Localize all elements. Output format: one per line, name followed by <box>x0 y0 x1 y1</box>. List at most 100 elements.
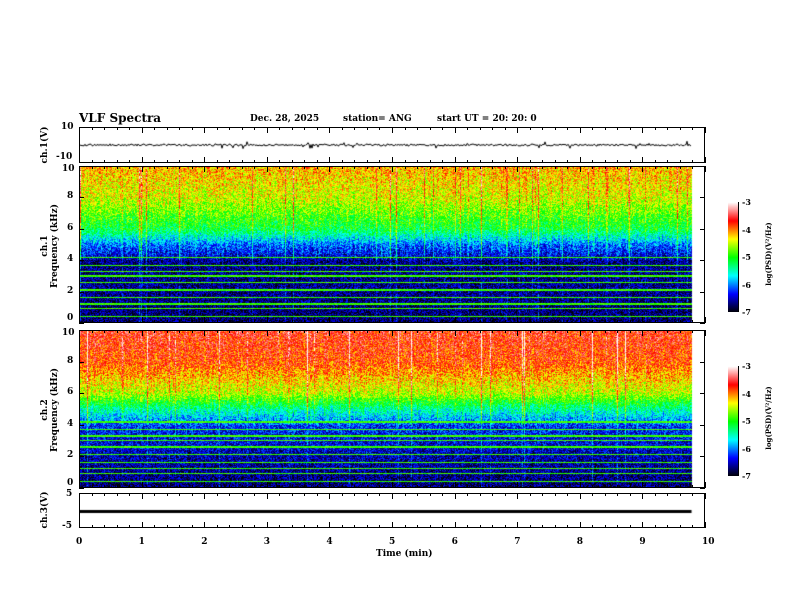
x-tick <box>216 485 218 488</box>
x-tick <box>79 166 80 172</box>
x-tick <box>654 160 656 163</box>
x-tick <box>604 320 606 323</box>
x-tick <box>341 493 343 496</box>
x-tick <box>179 127 181 130</box>
x-tick <box>479 485 481 488</box>
x-tick <box>79 522 80 528</box>
x-tick <box>517 127 519 133</box>
x-tick <box>617 330 619 333</box>
x-tick <box>417 525 419 528</box>
x-tick <box>279 493 281 496</box>
x-tick <box>542 330 544 333</box>
x-tick <box>366 525 368 528</box>
x-tick <box>354 320 356 323</box>
x-tick <box>517 522 519 528</box>
x-tick <box>654 493 656 496</box>
x-tick <box>254 493 256 496</box>
x-tick <box>191 127 193 130</box>
y-tick <box>79 488 84 489</box>
x-tick <box>579 127 581 133</box>
y-tick <box>79 456 84 458</box>
x-tick <box>191 485 193 488</box>
x-tick <box>442 493 444 496</box>
station-label: station= ANG <box>343 114 412 124</box>
x-tick <box>429 166 431 169</box>
spec1-ytick-label: 10 <box>62 164 75 174</box>
x-tick <box>454 493 456 499</box>
x-tick <box>141 317 143 323</box>
colorbar-1 <box>728 202 738 312</box>
x-tick <box>291 330 293 333</box>
x-tick <box>492 166 494 169</box>
x-tick <box>91 160 93 163</box>
x-tick <box>341 525 343 528</box>
x-tick <box>567 160 569 163</box>
x-tick <box>241 127 243 130</box>
x-tick <box>654 485 656 488</box>
y-tick <box>700 424 705 426</box>
colorbar-label: log(PSD)(V²/Hz) <box>764 222 773 286</box>
figure-title: VLF Spectra <box>79 111 162 125</box>
x-tick <box>404 493 406 496</box>
x-tick <box>266 166 268 172</box>
x-tick <box>141 166 143 172</box>
x-tick <box>604 330 606 333</box>
y-tick <box>79 260 84 262</box>
x-tick <box>592 485 594 488</box>
x-tick <box>454 166 456 172</box>
x-tick <box>429 330 431 333</box>
x-tick <box>179 493 181 496</box>
y-tick <box>700 166 705 167</box>
x-tick <box>379 493 381 496</box>
x-tick <box>642 522 644 528</box>
x-tick <box>116 160 118 163</box>
x-tick <box>254 160 256 163</box>
x-tick <box>617 127 619 130</box>
x-tick <box>304 160 306 163</box>
y-tick <box>79 291 84 293</box>
ch3-waveform-line <box>80 494 704 527</box>
x-tick <box>479 166 481 169</box>
x-tick <box>504 166 506 169</box>
x-tick <box>604 485 606 488</box>
x-tick <box>316 320 318 323</box>
x-tick <box>316 330 318 333</box>
y-tick <box>79 330 84 331</box>
x-tick <box>291 166 293 169</box>
x-tick <box>216 493 218 496</box>
spec2-ylabel: ch.2 Frequency (kHz) <box>40 360 60 460</box>
x-tick <box>241 485 243 488</box>
x-tick <box>129 127 131 130</box>
x-tick <box>667 127 669 130</box>
x-tick <box>392 127 393 133</box>
x-tick <box>241 525 243 528</box>
x-tick <box>91 166 93 169</box>
colorbar-2 <box>728 366 738 476</box>
x-tick <box>542 485 544 488</box>
x-tick <box>542 493 544 496</box>
x-tick <box>166 166 168 169</box>
x-tick <box>479 320 481 323</box>
x-tick <box>467 166 469 169</box>
x-tick <box>629 485 631 488</box>
x-tick <box>592 320 594 323</box>
x-tick <box>567 127 569 130</box>
x-tick <box>266 493 268 499</box>
x-tick <box>104 485 106 488</box>
x-tick <box>91 493 93 496</box>
x-tick <box>166 127 168 130</box>
x-tick <box>442 320 444 323</box>
x-tick <box>191 160 193 163</box>
x-tick <box>304 166 306 169</box>
x-tick <box>116 493 118 496</box>
colorbar-tick-label: -5 <box>742 252 751 262</box>
x-tick <box>154 525 156 528</box>
x-tick <box>705 522 706 528</box>
x-tick <box>542 160 544 163</box>
x-tick <box>679 525 681 528</box>
date-label: Dec. 28, 2025 <box>250 114 320 124</box>
x-tick <box>79 482 80 488</box>
x-tick <box>679 127 681 130</box>
x-tick <box>354 330 356 333</box>
x-tick <box>442 166 444 169</box>
